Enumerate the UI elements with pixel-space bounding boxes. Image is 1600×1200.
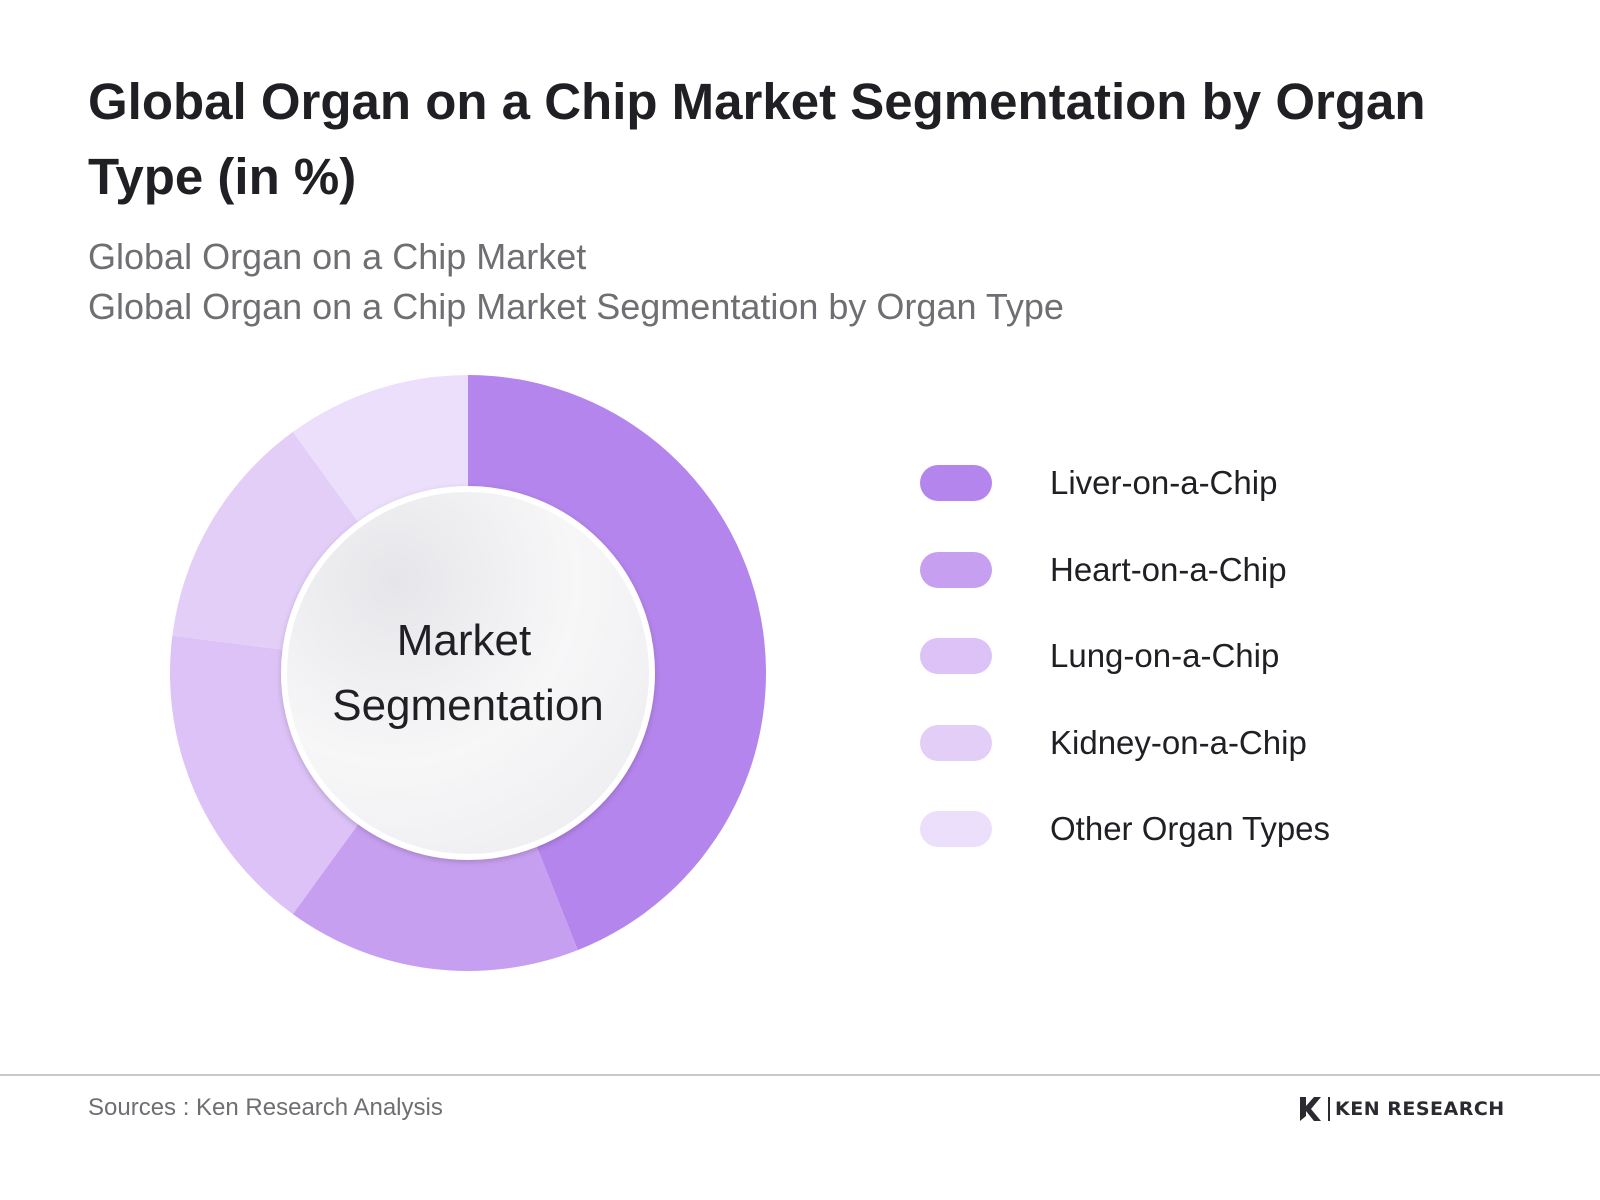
legend-swatch-liver [920,465,992,501]
legend-item-kidney: Kidney-on-a-Chip [920,720,1520,807]
donut-slice-other-organ-types [292,375,468,523]
chart-title: Global Organ on a Chip Market Segmentati… [88,73,1426,205]
brand-separator [1328,1097,1330,1121]
donut-slice-liver-on-a-chip [468,375,767,951]
brand-logo: KEN RESEARCH [1298,1094,1505,1124]
legend-swatch-heart [920,551,992,588]
legend-label-other: Other Organ Types [1050,810,1331,847]
brand-name: KEN RESEARCH [1335,1098,1505,1120]
footer-divider [0,1074,1600,1076]
donut-slices [170,375,767,971]
donut-slice-kidney-on-a-chip [172,431,359,650]
legend-swatch-kidney [920,724,992,761]
donut-slice-heart-on-a-chip [292,823,578,971]
legend-item-liver: Liver-on-a-Chip [920,460,1520,547]
legend-swatch-other [920,811,992,847]
subtitle-line-1: Global Organ on a Chip Market [88,236,587,277]
donut-slice-lung-on-a-chip [170,635,359,915]
donut-center-disc [281,486,655,860]
center-label-line-1: Market [397,616,531,665]
legend-item-heart: Heart-on-a-Chip [920,547,1520,634]
legend-label-heart: Heart-on-a-Chip [1050,550,1287,588]
subtitle-block: Global Organ on a Chip Market Global Org… [88,232,1388,332]
legend-label-lung: Lung-on-a-Chip [1050,637,1280,674]
source-note: Sources : Ken Research Analysis [88,1094,443,1121]
chart-legend: Liver-on-a-Chip Heart-on-a-Chip Lung-on-… [920,460,1520,893]
ken-research-logo-icon [1300,1097,1321,1121]
legend-label-kidney: Kidney-on-a-Chip [1050,723,1307,761]
legend-swatch-lung [920,638,992,674]
legend-item-lung: Lung-on-a-Chip [920,633,1520,720]
center-label-line-2: Segmentation [332,681,604,730]
subtitle-line-2: Global Organ on a Chip Market Segmentati… [88,286,1064,327]
legend-item-other: Other Organ Types [920,806,1520,893]
legend-label-liver: Liver-on-a-Chip [1050,464,1278,501]
